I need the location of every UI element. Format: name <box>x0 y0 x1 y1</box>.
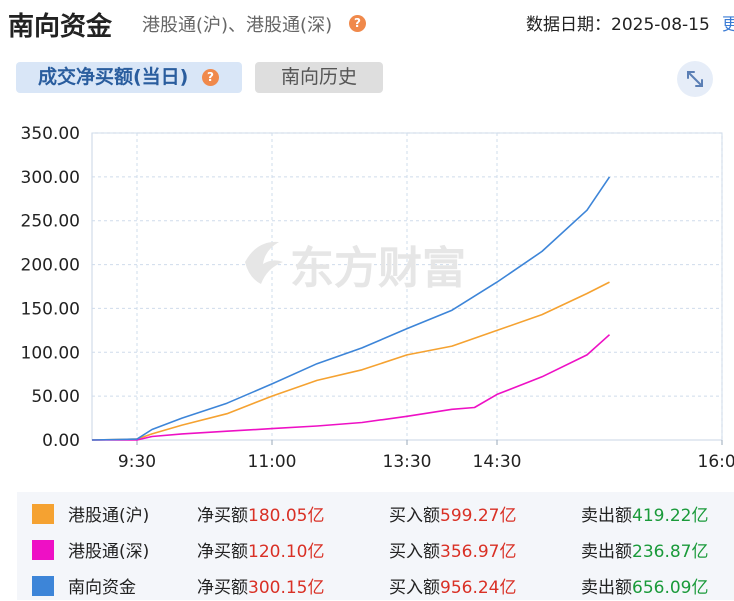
x-tick-label: 9:30 <box>118 452 156 472</box>
sell-amount: 卖出额236.87亿 <box>581 537 708 562</box>
net-buy: 净买额300.15亿 <box>197 573 324 598</box>
net-buy: 净买额180.05亿 <box>197 501 324 526</box>
series-line <box>92 282 610 440</box>
y-tick-label: 350.00 <box>21 124 80 144</box>
x-tick-label: 14:30 <box>473 452 522 472</box>
watermark-text: 东方财富 <box>290 243 466 294</box>
net-buy: 净买额120.10亿 <box>197 537 324 562</box>
watermark-logo-icon <box>245 242 283 284</box>
legend-series-name: 港股通(深) <box>68 537 149 562</box>
sell-amount: 卖出额419.22亿 <box>581 501 708 526</box>
legend-series-name: 南向资金 <box>68 573 136 598</box>
legend-swatch <box>32 576 54 596</box>
x-tick-label: 11:00 <box>248 452 297 472</box>
x-tick-label: 16:00 <box>698 452 734 472</box>
legend-swatch <box>32 504 54 524</box>
y-tick-label: 100.00 <box>21 343 80 363</box>
legend-row: 港股通(深) 净买额120.10亿 买入额356.97亿 卖出额236.87亿 <box>17 529 734 565</box>
legend-swatch <box>32 540 54 560</box>
sell-amount: 卖出额656.09亿 <box>581 573 708 598</box>
y-tick-label: 300.00 <box>21 168 80 188</box>
y-tick-label: 150.00 <box>21 299 80 319</box>
y-tick-label: 0.00 <box>42 431 80 451</box>
watermark: 东方财富 <box>245 242 466 294</box>
y-tick-label: 250.00 <box>21 212 80 232</box>
legend: 港股通(沪) 净买额180.05亿 买入额599.27亿 卖出额419.22亿 … <box>17 492 734 600</box>
y-tick-label: 50.00 <box>31 387 80 407</box>
legend-row: 南向资金 净买额300.15亿 买入额956.24亿 卖出额656.09亿 <box>17 565 734 601</box>
buy-amount: 买入额599.27亿 <box>389 501 516 526</box>
line-chart: 东方财富 0.00 50.00 100.00 150.00 200.00 250.00 30… <box>0 0 734 480</box>
y-tick-label: 200.00 <box>21 256 80 276</box>
series-line <box>92 335 610 440</box>
x-tick-label: 13:30 <box>383 452 432 472</box>
buy-amount: 买入额356.97亿 <box>389 537 516 562</box>
buy-amount: 买入额956.24亿 <box>389 573 516 598</box>
legend-row: 港股通(沪) 净买额180.05亿 买入额599.27亿 卖出额419.22亿 <box>17 493 734 529</box>
legend-series-name: 港股通(沪) <box>68 501 149 526</box>
